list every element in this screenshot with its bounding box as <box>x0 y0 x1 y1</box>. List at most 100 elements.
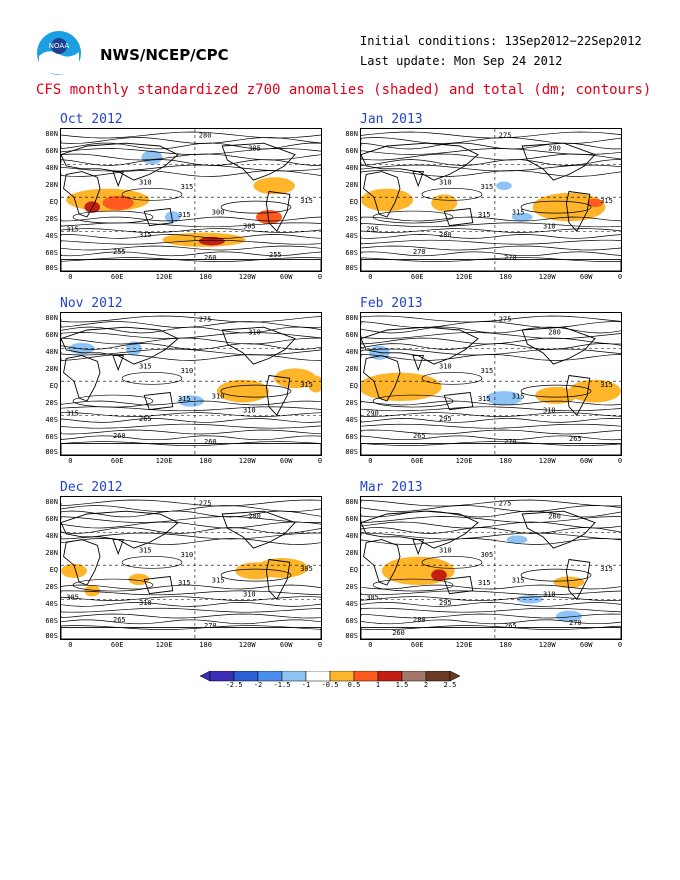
contour-line <box>361 406 621 412</box>
contour-label: 265 <box>413 432 426 440</box>
anomaly-shading <box>102 195 134 210</box>
contour-line <box>61 590 321 596</box>
contour-line <box>61 613 321 619</box>
lat-tick-label: 60N <box>45 515 58 524</box>
contour-line <box>61 400 321 406</box>
org-name: NWS/NCEP/CPC <box>100 46 229 64</box>
contour-label: 265 <box>569 435 582 443</box>
lat-tick-label: 60N <box>345 147 358 156</box>
contour-label: 315 <box>478 211 491 219</box>
coastline <box>63 355 101 402</box>
lon-tick-label: 60E <box>110 641 124 649</box>
legend-swatch <box>233 670 259 682</box>
legend-level-label: -1.5 <box>273 681 291 689</box>
coastline <box>412 171 425 188</box>
coastline <box>412 355 425 372</box>
contour-line <box>361 142 621 150</box>
contour-label: 275 <box>199 500 212 508</box>
contour-line <box>361 412 621 417</box>
contour-label: 315 <box>300 381 313 389</box>
contour-line <box>61 406 321 412</box>
contour-line <box>61 142 321 150</box>
anomaly-shading <box>485 391 523 406</box>
anomaly-shading <box>128 573 150 586</box>
contour-label: 295 <box>439 415 452 423</box>
contour-line <box>61 418 321 423</box>
anomaly-shading <box>361 372 442 402</box>
lat-tick-label: 80N <box>345 498 358 507</box>
contour-line <box>61 257 321 262</box>
contour-label: 310 <box>139 179 152 187</box>
contour-label: 315 <box>512 392 525 400</box>
coastline <box>221 510 296 549</box>
contour-line <box>361 590 621 596</box>
lon-tick-label: 120E <box>455 273 473 281</box>
contour-line <box>61 602 321 607</box>
contour-line <box>361 337 621 345</box>
coastline <box>363 355 401 402</box>
lat-tick-label: 60N <box>45 331 58 340</box>
contour-line <box>361 170 621 177</box>
lat-tick-label: 80N <box>45 314 58 323</box>
contour-label: 310 <box>543 407 556 415</box>
contour-label: 305 <box>248 144 261 152</box>
lat-tick-label: 20S <box>45 583 58 592</box>
contour-label: 315 <box>512 576 525 584</box>
lon-tick-label: 180 <box>499 273 512 281</box>
lon-tick-label: 0 <box>617 641 623 649</box>
contour-label: 315 <box>66 409 79 417</box>
contour-line <box>361 251 621 257</box>
legend-level-label: -2.5 <box>225 681 243 689</box>
contour-line <box>361 400 621 406</box>
contour-label: 270 <box>569 619 582 627</box>
coastline <box>443 392 474 411</box>
contour-line <box>61 532 321 540</box>
coastline <box>565 190 591 232</box>
map-svg: 275 280 310 315 315 315 315 310 295 280 270 270 <box>361 129 621 271</box>
contour-label: 280 <box>548 512 561 520</box>
anomaly-shading <box>431 194 458 212</box>
lat-tick-label: 40N <box>45 164 58 173</box>
contour-label: 310 <box>439 179 452 187</box>
coastline <box>112 355 125 372</box>
contour-label: 310 <box>181 551 194 559</box>
lat-tick-label: 80S <box>45 263 58 272</box>
lat-tick-label: 80N <box>345 130 358 139</box>
lon-tick-label: 60W <box>579 641 593 649</box>
contour-label: 270 <box>204 622 217 630</box>
map-svg: 275 310 315 310 315 315 310 310 315 265 260 260 <box>61 313 321 455</box>
anomaly-shading <box>431 569 447 581</box>
lat-tick-label: EQ <box>349 566 358 575</box>
coastline <box>61 142 179 181</box>
contour-line <box>520 200 592 214</box>
coastline <box>361 510 479 549</box>
lon-tick-label: 180 <box>199 457 212 465</box>
lat-tick-label: 20S <box>345 399 358 408</box>
contour-line <box>361 532 621 540</box>
contour-label: 280 <box>199 132 212 140</box>
contour-label: 315 <box>178 211 191 219</box>
lat-tick-label: 60S <box>45 617 58 626</box>
contour-line <box>361 441 621 446</box>
coastline <box>265 374 291 416</box>
coastline <box>363 539 401 586</box>
contour-line <box>220 200 292 214</box>
contour-line <box>61 326 321 334</box>
contour-label: 270 <box>413 248 426 256</box>
lon-tick-label: 120W <box>538 457 556 465</box>
color-legend: -2.5 -2 -1.5 -1 -0.5 0.5 1 1.5 2 2.5 <box>199 670 480 700</box>
lon-tick-label: 0 <box>317 641 323 649</box>
lat-tick-label: 80S <box>345 263 358 272</box>
lat-tick-label: EQ <box>349 382 358 391</box>
lon-tick-label: 180 <box>199 641 212 649</box>
anomaly-shading <box>178 395 204 407</box>
contour-line <box>61 625 321 630</box>
anomaly-shading <box>532 192 606 222</box>
lon-tick-label: 60E <box>110 457 124 465</box>
coastline <box>361 259 621 271</box>
contour-label: 310 <box>543 591 556 599</box>
anomaly-shading <box>256 558 308 578</box>
contour-line <box>61 159 321 166</box>
lon-tick-label: 120W <box>238 457 256 465</box>
contour-line <box>361 538 621 545</box>
